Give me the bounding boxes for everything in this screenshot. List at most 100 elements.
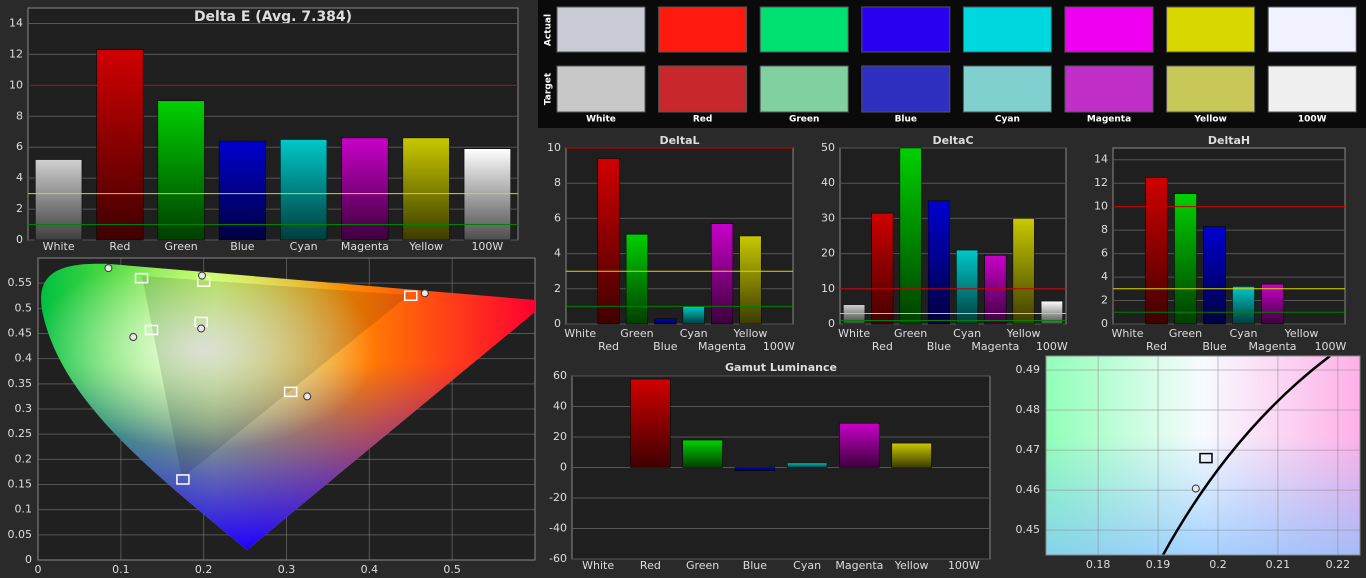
swatch [759, 6, 849, 53]
y-tick-label: 0 [25, 553, 32, 566]
x-tick-label: Red [872, 340, 893, 353]
x-tick-label: 0.2 [1209, 558, 1227, 571]
bar-shade [35, 159, 82, 240]
swatch [1267, 6, 1357, 53]
swatch [1166, 65, 1256, 113]
y-tick-label: -60 [549, 552, 567, 565]
x-tick-label: 0.3 [278, 563, 296, 576]
bar-shade [956, 250, 978, 324]
plot-frame [1045, 355, 1361, 556]
swatch [962, 65, 1052, 113]
bar-shade [1041, 301, 1063, 324]
cie-gamut [41, 263, 536, 550]
bar-shade [402, 137, 450, 240]
y-tick-label: 0.49 [1016, 363, 1041, 376]
y-tick-label: 0.2 [15, 452, 33, 465]
y-tick-label: 8 [554, 176, 561, 189]
bar-shade [1203, 226, 1226, 324]
x-tick-label: 100W [1315, 340, 1347, 353]
bar-shade [1012, 218, 1035, 324]
bar-shade [597, 158, 620, 324]
x-tick-label: 0.22 [1326, 558, 1351, 571]
y-tick-label: 30 [821, 211, 835, 224]
swatch [556, 65, 646, 113]
x-tick-label: 100W [1036, 340, 1068, 353]
chart-title: DeltaL [659, 134, 699, 147]
bar-shade [682, 306, 705, 324]
target-point [283, 386, 298, 398]
x-tick-label: Red [1146, 340, 1167, 353]
x-tick-label: Blue [653, 340, 678, 353]
swatch-label: Red [693, 115, 712, 125]
x-tick-label: Green [894, 327, 927, 340]
planckian-locus [1161, 355, 1331, 556]
y-tick-label: 60 [553, 369, 567, 382]
swatch [658, 65, 748, 113]
swatch-label: White [586, 115, 616, 125]
measured-point [104, 264, 113, 273]
bar-shade [871, 213, 894, 324]
target-point [144, 324, 159, 336]
measured-point [129, 333, 138, 342]
bar-shade [341, 137, 389, 240]
y-tick-label: 0.35 [8, 377, 33, 390]
zoom-background [1046, 356, 1360, 555]
x-tick-label: White [1112, 327, 1144, 340]
bar-shade [843, 304, 865, 324]
bar-shade [1261, 284, 1284, 324]
x-tick-label: White [838, 327, 870, 340]
x-tick-label: Yellow [894, 559, 929, 572]
target-point [404, 290, 418, 301]
gamut-triangle [142, 276, 409, 478]
y-tick-label: 0.15 [8, 478, 33, 491]
x-tick-label: White [582, 559, 614, 572]
y-tick-label: 10 [547, 141, 561, 154]
bar-shade [1145, 177, 1168, 324]
x-tick-label: Cyan [953, 327, 981, 340]
x-tick-label: Cyan [793, 559, 821, 572]
x-tick-label: Red [109, 240, 130, 253]
bar-shade [682, 440, 723, 468]
y-tick-label: 20 [821, 247, 835, 260]
swatch-label: Yellow [1193, 115, 1226, 125]
x-tick-label: Cyan [290, 240, 318, 253]
y-tick-label: 0.1 [15, 503, 33, 516]
x-tick-label: Magenta [971, 340, 1019, 353]
white-point-glow [41, 263, 536, 550]
bar-shade [891, 443, 932, 468]
y-tick-label: 2 [16, 202, 23, 215]
y-tick-label: 0.45 [1016, 523, 1041, 536]
target-point [134, 272, 149, 284]
x-tick-label: Magenta [835, 559, 883, 572]
y-tick-label: 12 [9, 47, 23, 60]
y-tick-label: 50 [821, 141, 835, 154]
y-tick-label: 10 [1094, 200, 1108, 213]
x-tick-label: 100W [471, 240, 503, 253]
x-tick-label: 100W [948, 559, 980, 572]
bar-shade [96, 49, 144, 241]
y-tick-label: 0.4 [15, 352, 33, 365]
x-tick-label: Yellow [1284, 327, 1319, 340]
x-tick-label: Green [620, 327, 653, 340]
measured-point [198, 271, 207, 280]
swatch [556, 6, 646, 53]
y-tick-label: 2 [1101, 294, 1108, 307]
x-tick-label: Magenta [341, 240, 389, 253]
y-tick-label: 0.48 [1016, 403, 1041, 416]
swatch [658, 6, 748, 53]
chart-title: DeltaC [932, 134, 973, 147]
bar-shade [899, 148, 922, 324]
x-tick-label: Cyan [680, 327, 708, 340]
x-tick-label: 0.4 [361, 563, 379, 576]
swatch [1064, 65, 1154, 113]
row-label: Target [544, 72, 554, 105]
bar-shade [626, 234, 648, 324]
swatch [861, 6, 951, 53]
x-tick-label: Red [598, 340, 619, 353]
bar-shade [735, 467, 775, 471]
target-point [176, 474, 190, 485]
swatch-label: Blue [895, 115, 917, 125]
row-label: Actual [544, 14, 554, 46]
x-tick-label: 0 [35, 563, 42, 576]
